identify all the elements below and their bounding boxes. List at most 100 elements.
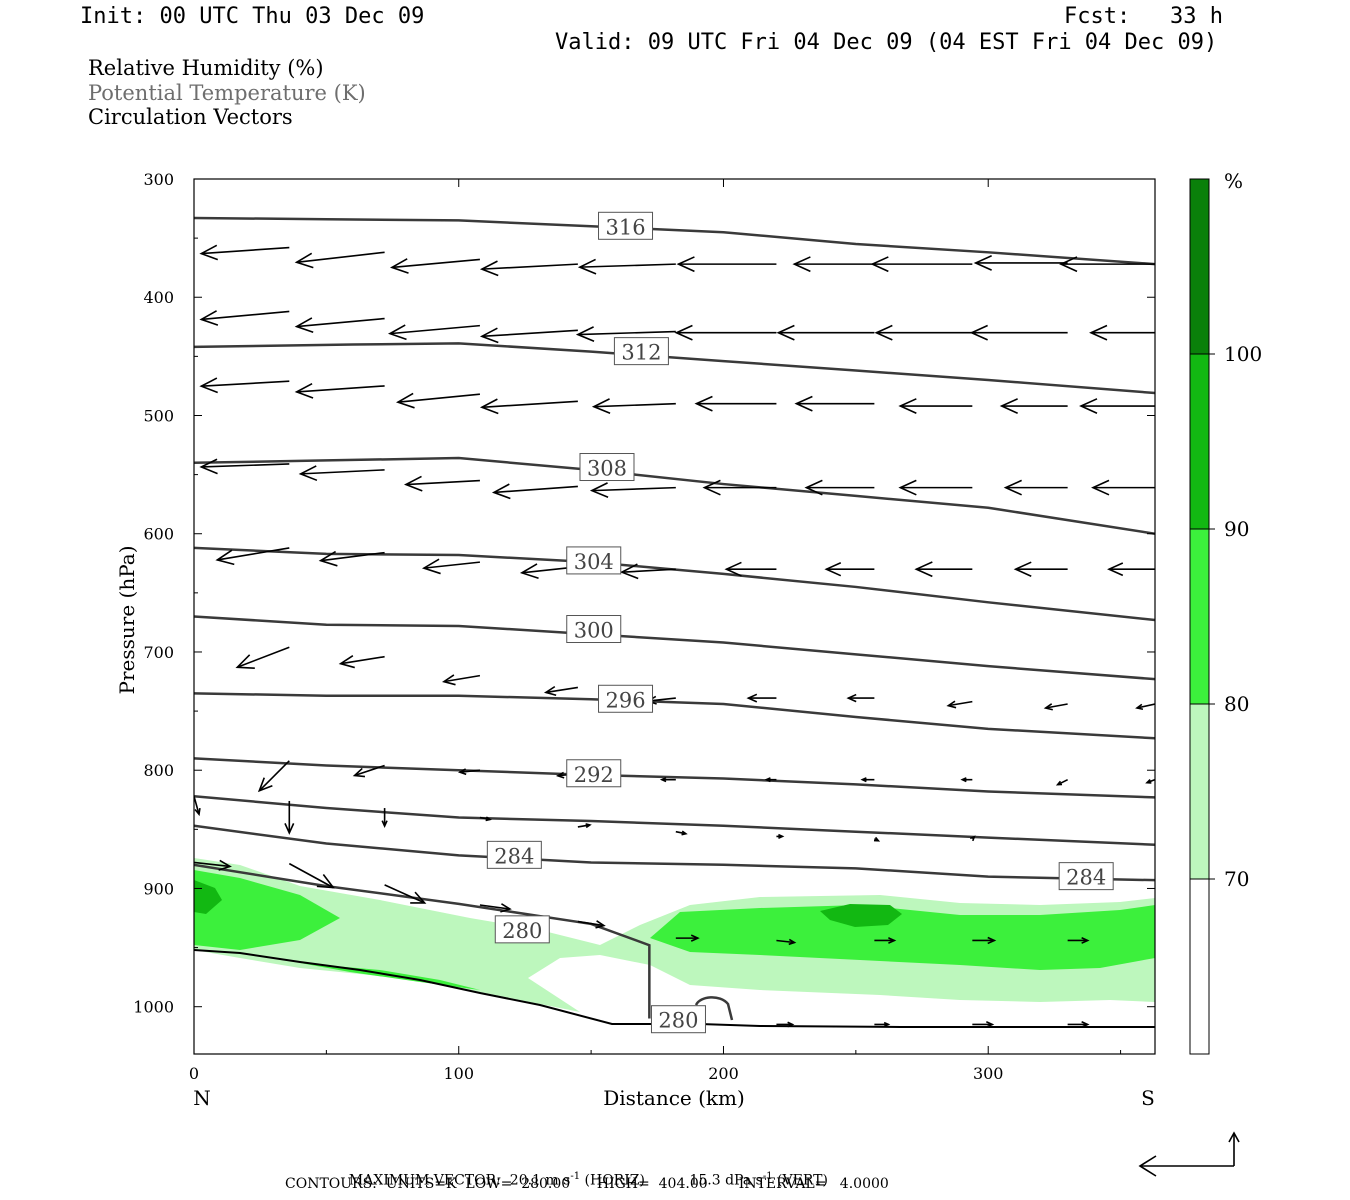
circulation-vector xyxy=(702,479,777,496)
circulation-vector xyxy=(776,833,785,839)
colorbar-label: 70 xyxy=(1224,867,1249,891)
circulation-vector xyxy=(874,324,973,341)
circulation-vector xyxy=(403,475,480,492)
rh-80-region xyxy=(194,870,340,950)
theta-contours xyxy=(194,216,1155,1019)
x-tick-label: 100 xyxy=(443,1064,474,1083)
circulation-vector xyxy=(659,777,676,783)
circulation-vector xyxy=(284,800,295,835)
contour-label-292: 292 xyxy=(566,759,622,788)
circulation-vector xyxy=(1145,778,1155,784)
forecast-hour: Fcst: 33 h xyxy=(1064,4,1223,29)
valid-time: Valid: 09 UTC Fri 04 Dec 09 (04 EST Fri … xyxy=(555,30,1218,55)
svg-text:304: 304 xyxy=(574,550,614,574)
footer-max-vector: MAXIMUM VECTOR: 20.1 m s-1 (HORIZ) 15.3 … xyxy=(348,1171,828,1189)
x-tick-label: 0 xyxy=(189,1064,199,1083)
colorbar-band-100 xyxy=(1189,178,1210,355)
circulation-vector xyxy=(874,937,897,944)
circulation-vector xyxy=(898,479,973,496)
circulation-vector xyxy=(1091,479,1155,496)
theta-contour-304 xyxy=(194,546,1155,622)
colorbar-band-70 xyxy=(1189,703,1210,880)
circulation-vector xyxy=(294,382,385,399)
circulation-vector xyxy=(1055,778,1068,786)
circulation-vector xyxy=(873,836,881,842)
circulation-vector xyxy=(318,550,385,567)
circulation-vector xyxy=(352,764,385,778)
circulation-vector xyxy=(946,700,973,709)
x-axis-north: N xyxy=(193,1086,211,1110)
legend-rh: Relative Humidity (%) xyxy=(88,56,324,80)
circulation-vector xyxy=(1079,398,1155,414)
footer-contours: CONTOURS: UNITS=K LOW= 280.00 HIGH= 404.… xyxy=(285,1176,889,1192)
circulation-vector xyxy=(215,547,290,566)
circulation-vector xyxy=(294,317,385,334)
circulation-vector xyxy=(1089,324,1155,341)
svg-text:308: 308 xyxy=(587,457,627,481)
circulation-vector xyxy=(960,777,973,783)
svg-text:296: 296 xyxy=(605,688,645,712)
theta-contour-280 xyxy=(194,863,651,1019)
svg-text:312: 312 xyxy=(621,341,661,365)
circulation-vector xyxy=(846,693,875,703)
terrain-line xyxy=(193,949,1155,1028)
x-tick-label: 300 xyxy=(973,1064,1004,1083)
circulation-vector xyxy=(389,258,480,274)
circulation-vector xyxy=(792,256,875,273)
circulation-vector xyxy=(694,395,777,412)
contour-label-308: 308 xyxy=(579,453,635,482)
legend-theta: Potential Temperature (K) xyxy=(88,81,366,105)
circulation-vector xyxy=(776,938,797,946)
colorbar-label: 90 xyxy=(1224,517,1249,541)
circulation-vector xyxy=(675,830,688,836)
circulation-vector xyxy=(384,884,427,904)
contour-label-296: 296 xyxy=(598,684,654,713)
theta-contour-292 xyxy=(194,757,1155,799)
circulation-vector xyxy=(860,777,875,783)
circulation-vector xyxy=(804,479,875,496)
circulation-vector xyxy=(898,398,973,414)
circulation-vector xyxy=(194,859,232,871)
reference-vector xyxy=(1138,1131,1240,1177)
colorbar-label: 80 xyxy=(1224,692,1249,716)
circulation-vector xyxy=(676,256,777,273)
circulation-vector xyxy=(972,936,997,945)
circulation-vector xyxy=(288,862,336,889)
circulation-vector xyxy=(776,324,875,341)
circulation-vector xyxy=(479,327,578,344)
y-tick-label: 600 xyxy=(143,525,174,544)
circulation-vector xyxy=(675,934,700,942)
circulation-vector xyxy=(395,392,480,409)
svg-text:280: 280 xyxy=(658,1009,698,1033)
theta-contour-312 xyxy=(194,342,1155,395)
circulation-vector xyxy=(794,395,875,412)
contour-label-284: 284 xyxy=(486,840,542,869)
y-tick-label: 300 xyxy=(143,170,174,189)
theta-contour-308 xyxy=(194,456,1155,535)
circulation-vector xyxy=(338,654,385,669)
y-tick-label: 700 xyxy=(143,643,174,662)
circulation-vector xyxy=(479,816,492,822)
rh-shading xyxy=(194,858,1155,1012)
circulation-vector xyxy=(199,458,290,475)
svg-text:284: 284 xyxy=(1066,866,1106,890)
y-tick-label: 400 xyxy=(143,288,174,307)
contour-label-304: 304 xyxy=(566,546,622,575)
contour-label-316: 316 xyxy=(598,211,654,240)
y-tick-label: 500 xyxy=(143,406,174,425)
circulation-vector xyxy=(619,563,676,580)
circulation-vector xyxy=(914,561,973,578)
theta-contour-300 xyxy=(194,615,1155,681)
circulation-vector xyxy=(479,398,578,415)
circulation-vector xyxy=(199,310,290,326)
plot-frame xyxy=(193,178,1156,1055)
rh-90-core xyxy=(820,904,902,927)
circulation-vector xyxy=(441,674,481,686)
x-tick-label: 200 xyxy=(708,1064,739,1083)
colorbar-label: 100 xyxy=(1224,342,1262,366)
circulation-vector xyxy=(257,760,290,793)
circulation-vector xyxy=(824,561,875,577)
rh-colorbar: 100 90 80 70 xyxy=(1189,178,1262,1055)
circulation-vector xyxy=(1043,703,1068,711)
contour-label-280: 280 xyxy=(650,1005,706,1034)
